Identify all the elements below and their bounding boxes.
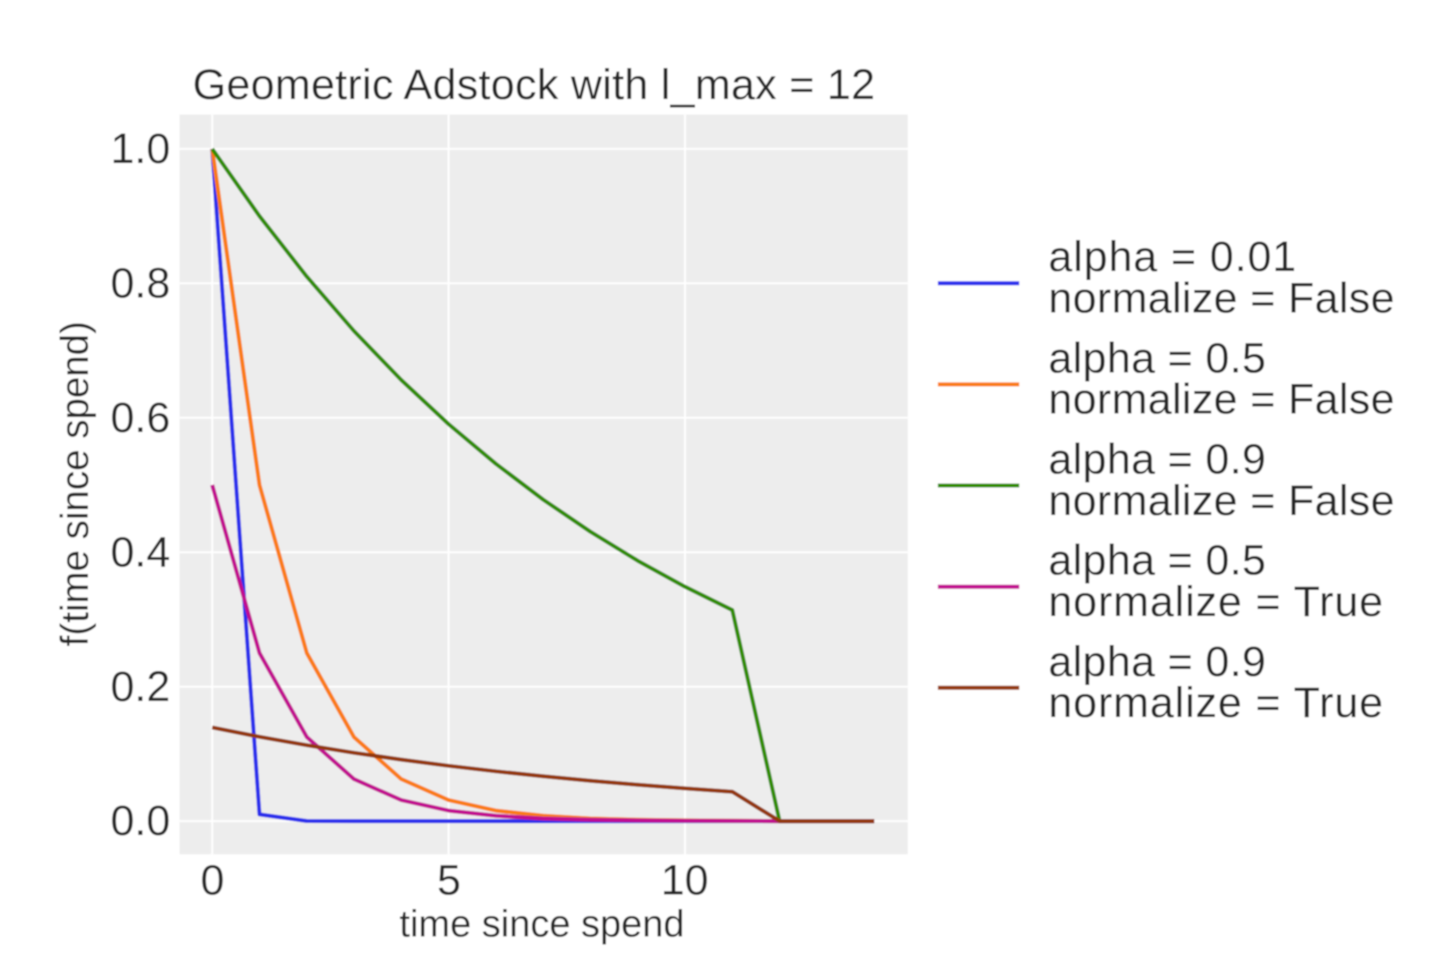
svg-text:normalize = False: normalize = False xyxy=(1048,275,1395,323)
svg-text:0.2: 0.2 xyxy=(111,663,171,711)
svg-text:normalize = True: normalize = True xyxy=(1048,679,1384,727)
svg-text:0.6: 0.6 xyxy=(111,394,171,442)
svg-text:alpha = 0.9: alpha = 0.9 xyxy=(1048,638,1266,686)
svg-text:alpha = 0.9: alpha = 0.9 xyxy=(1048,436,1266,484)
svg-text:Geometric Adstock with l_max =: Geometric Adstock with l_max = 12 xyxy=(193,61,876,109)
svg-text:alpha = 0.5: alpha = 0.5 xyxy=(1048,537,1266,585)
svg-text:time since spend: time since spend xyxy=(399,903,684,945)
svg-text:1.0: 1.0 xyxy=(111,125,171,173)
svg-text:alpha = 0.5: alpha = 0.5 xyxy=(1048,334,1266,382)
svg-text:normalize = True: normalize = True xyxy=(1048,578,1384,626)
svg-text:0: 0 xyxy=(200,857,224,905)
svg-text:alpha = 0.01: alpha = 0.01 xyxy=(1048,233,1297,281)
svg-text:10: 10 xyxy=(661,857,709,905)
svg-text:0.8: 0.8 xyxy=(111,259,171,307)
svg-text:0.0: 0.0 xyxy=(111,797,171,845)
svg-text:normalize = False: normalize = False xyxy=(1048,376,1395,424)
svg-text:normalize = False: normalize = False xyxy=(1048,477,1395,525)
svg-text:f(time since spend): f(time since spend) xyxy=(54,321,97,646)
svg-text:0.4: 0.4 xyxy=(111,528,171,576)
svg-text:5: 5 xyxy=(437,857,461,905)
